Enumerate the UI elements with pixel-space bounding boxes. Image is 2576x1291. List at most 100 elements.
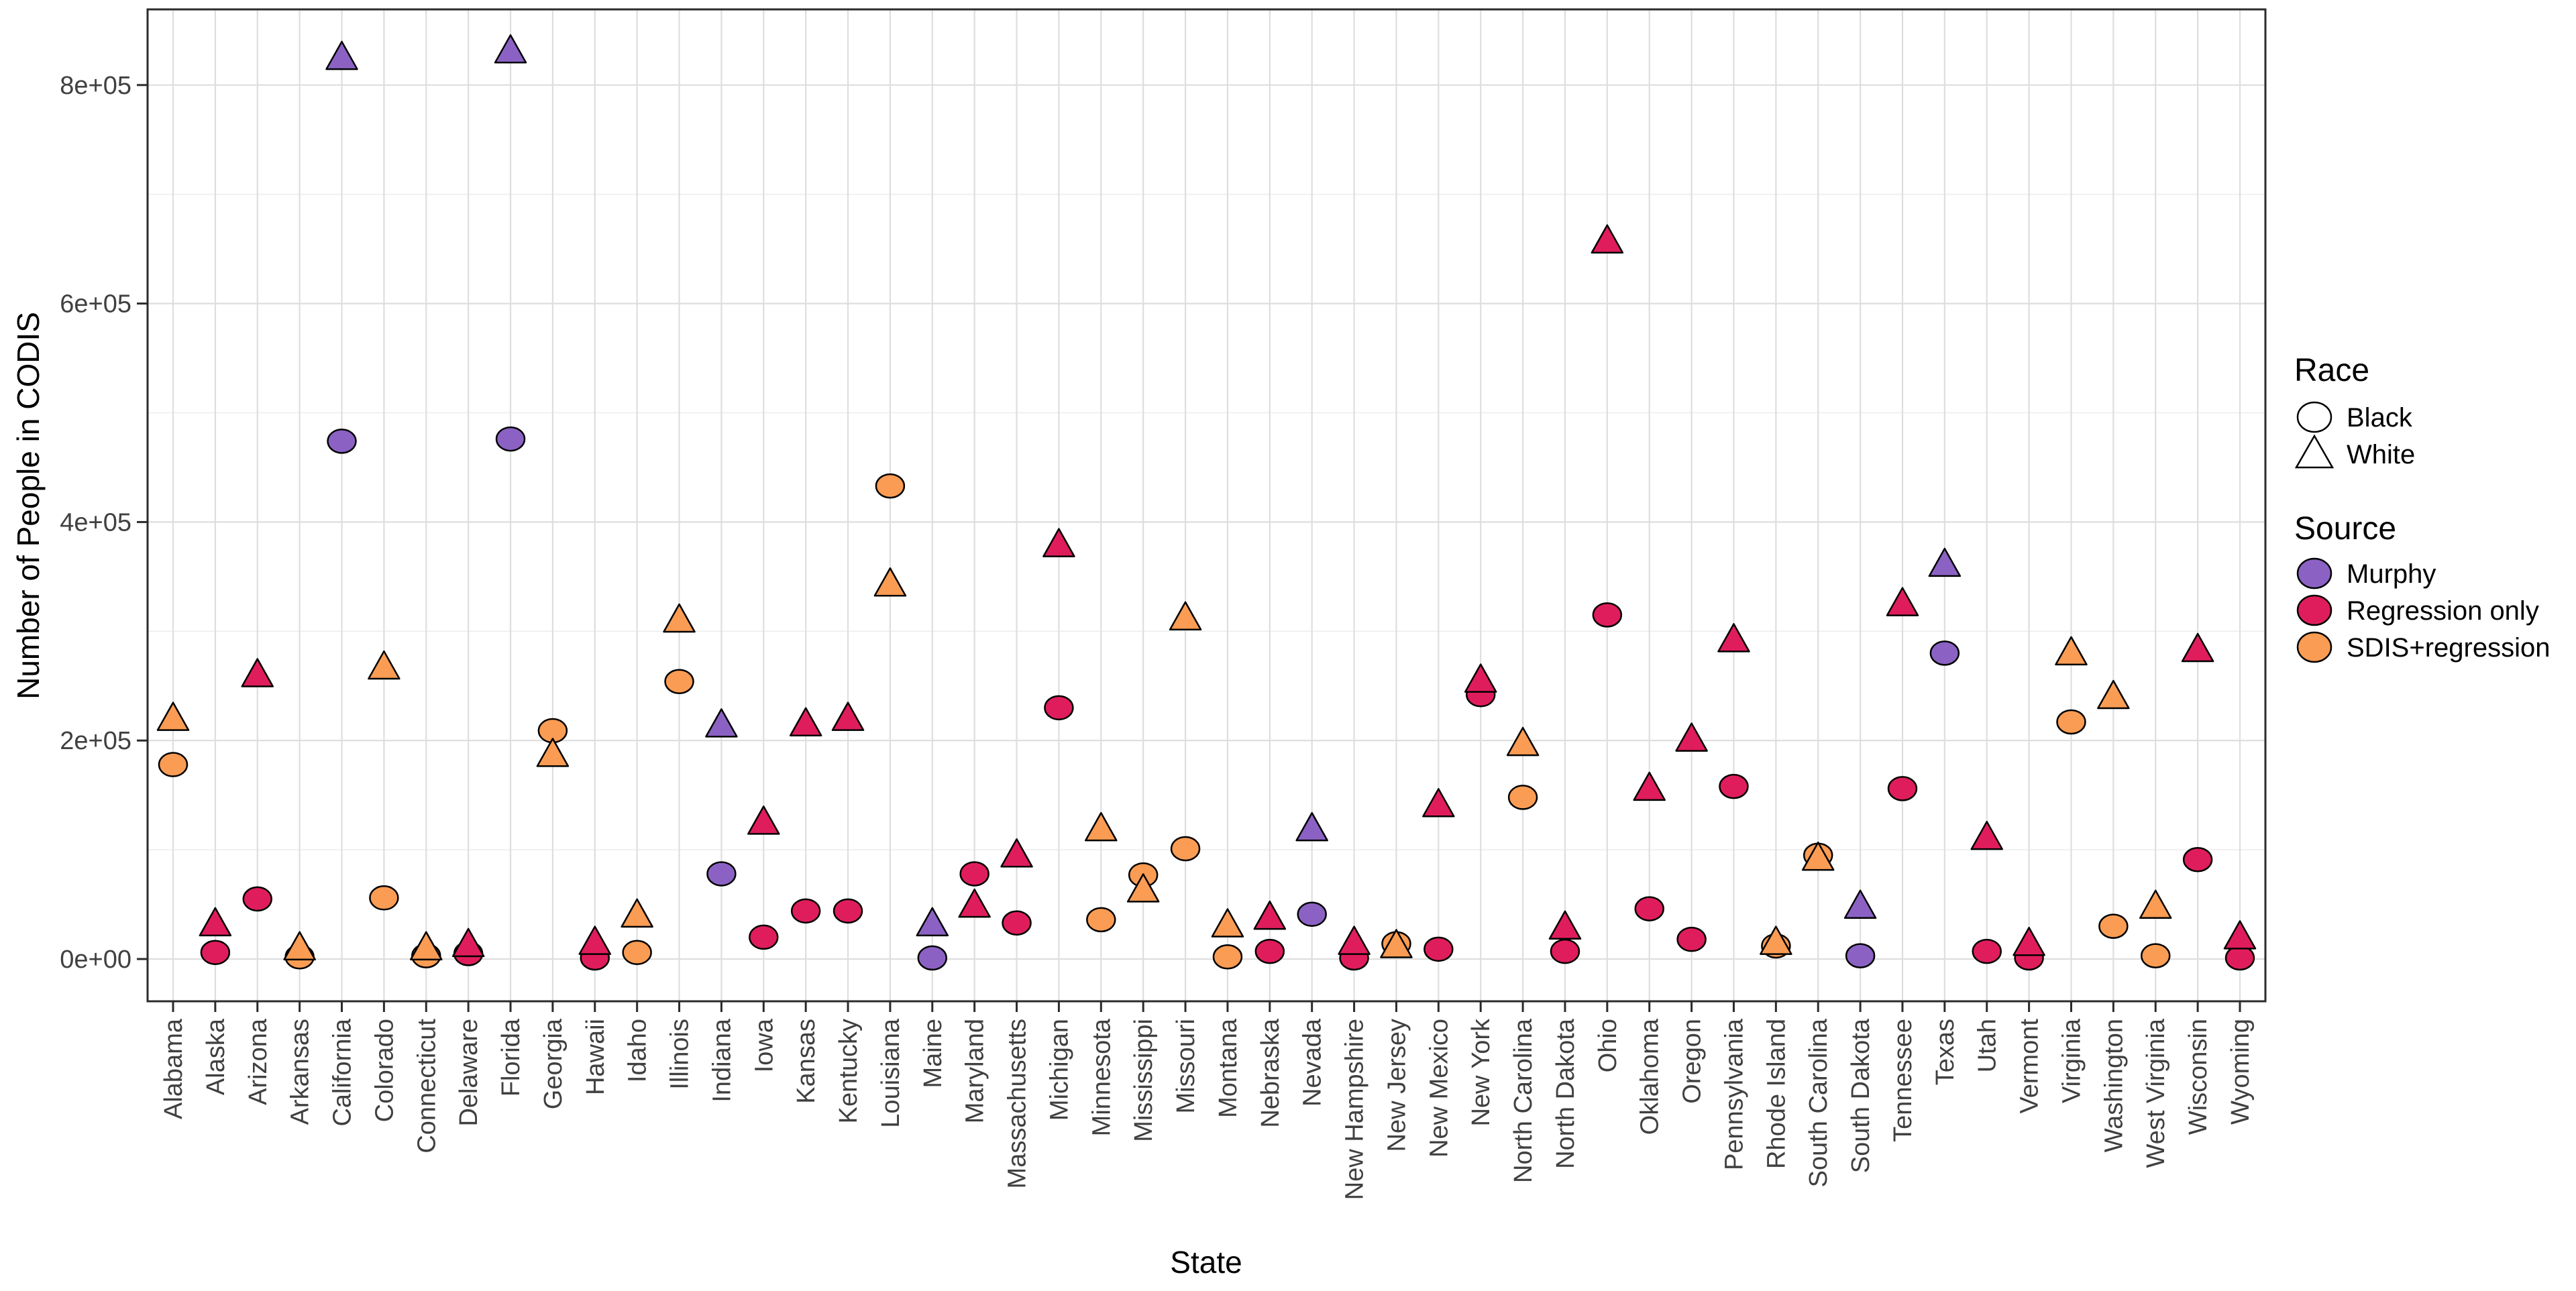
x-tick-label: California [329,1018,357,1126]
x-tick-label: Colorado [370,1019,398,1122]
x-tick-label: Texas [1931,1019,1960,1085]
point-ohio-white [1591,224,1624,254]
point-california-black [327,429,357,454]
point-virginia-white [2055,636,2088,666]
point-minnesota-white [1085,811,1118,842]
point-north-carolina-white [1506,726,1540,756]
point-maryland-white [958,888,991,918]
point-minnesota-black [1086,907,1116,933]
x-tick-label: New York [1467,1018,1495,1127]
point-michigan-white [1042,528,1075,557]
x-tick-label: New Mexico [1425,1019,1453,1158]
point-new-mexico-black [1424,936,1454,962]
x-tick-label: Idaho [624,1019,652,1082]
x-tick-label: New Hampshire [1341,1019,1369,1200]
x-axis-title: State [1170,1245,1242,1280]
point-south-dakota-white [1843,889,1877,919]
x-tick-label: Oregon [1678,1019,1707,1104]
minor-gridlines [148,193,2265,850]
legend-race-item-label: White [2347,440,2415,469]
point-kentucky-white [831,701,865,731]
point-tennessee-white [1886,587,1919,616]
point-nevada-black [1297,901,1327,927]
point-nebraska-white [1253,900,1287,930]
x-tick-label: North Carolina [1509,1018,1538,1183]
point-montana-white [1211,908,1244,938]
point-missouri-black [1170,836,1201,862]
point-massachusetts-black [1002,910,1032,936]
x-tick-label: Kansas [792,1019,820,1104]
point-nevada-white [1295,811,1328,842]
x-tick-label: Kentucky [835,1019,863,1123]
point-missouri-white [1169,601,1202,631]
point-illinois-black [664,669,694,694]
point-alabama-white [156,701,190,731]
point-alabama-black [158,752,189,777]
point-indiana-white [705,708,738,738]
y-tick-label: 8e+05 [60,72,131,100]
legend-source-item-label: Murphy [2347,559,2436,589]
point-wyoming-white [2223,920,2257,950]
x-tick-label: Massachusetts [1004,1019,1032,1188]
x-tick-label: Utah [1974,1019,2002,1072]
point-north-dakota-white [1548,910,1582,940]
point-tennessee-black [1887,776,1918,801]
point-kansas-black [790,898,821,924]
point-utah-black [1972,938,2002,964]
panel-border [146,8,2267,1003]
point-louisiana-black [875,473,906,499]
x-tick-label: Connecticut [413,1019,441,1154]
point-florida-black [495,426,526,452]
legend-source-item-label: Regression only [2347,596,2539,626]
legend-triangle-key-icon [2294,434,2334,469]
x-tick-label: Tennessee [1889,1019,1917,1142]
point-idaho-white [621,898,653,928]
y-axis: 0e+00 2e+05 4e+05 6e+05 8e+05 [60,72,148,974]
point-mississippi-white [1126,873,1160,903]
x-tick-label: Maryland [961,1019,989,1123]
point-iowa-black [749,924,779,950]
point-washington-white [2097,679,2130,710]
point-virginia-black [2056,709,2086,735]
major-gridlines [148,84,2265,960]
legend-circle-key-icon [2296,401,2332,433]
x-tick-label: Washington [2100,1019,2128,1152]
x-tick-label: West Virginia [2142,1018,2170,1168]
point-new-york-white [1464,663,1497,693]
x-tick-label: Rhode Island [1762,1019,1790,1169]
legend-race-item-label: Black [2347,403,2413,433]
x-tick-label: New Jersey [1383,1019,1411,1152]
legend: Race Black White Source Murphy Regression … [2294,353,2550,663]
point-north-carolina-black [1507,785,1538,810]
point-idaho-black [622,940,652,965]
point-wisconsin-white [2181,632,2214,663]
x-tick-label: Ohio [1594,1019,1622,1072]
point-oregon-white [1675,722,1708,752]
x-tick-label: Vermont [2016,1019,2044,1114]
y-tick-label: 2e+05 [60,727,131,755]
point-pennsylvania-black [1719,773,1749,799]
point-michigan-black [1044,695,1074,721]
x-tick-label: Virginia [2057,1018,2086,1103]
x-tick-label: Wisconsin [2184,1019,2212,1135]
y-tick-label: 0e+00 [60,946,131,974]
x-tick-label: Missouri [1172,1019,1200,1113]
point-north-dakota-black [1550,938,1580,964]
x-tick-label: Arkansas [286,1019,315,1125]
point-rhode-island-white [1760,925,1792,955]
legend-race-items: Black White [2294,401,2415,469]
point-montana-black [1212,944,1243,970]
point-west-virginia-white [2139,889,2172,919]
point-south-carolina-white [1801,841,1835,871]
point-arkansas-white [283,931,316,960]
legend-murphy-key-icon [2296,557,2332,590]
vertical-gridlines [172,9,2241,1001]
point-texas-white [1928,547,1962,577]
legend-source-title: Source [2294,511,2396,547]
x-tick-label: Hawaii [582,1019,610,1095]
legend-regression_only-key-icon [2296,594,2332,626]
point-arizona-black [242,886,273,912]
point-colorado-white [368,650,400,680]
x-tick-label: Michigan [1045,1019,1073,1121]
